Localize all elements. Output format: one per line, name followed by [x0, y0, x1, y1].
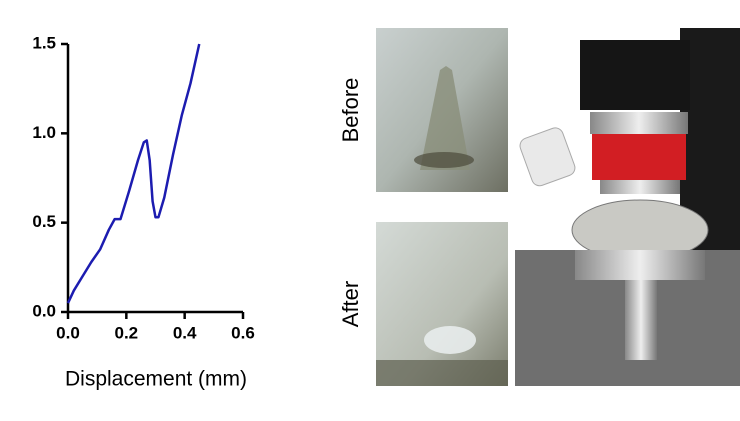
x-tick-label: 0.0	[56, 323, 80, 342]
load-cell-bottom	[600, 180, 680, 194]
red-ring	[592, 134, 686, 180]
x-tick-label: 0.4	[173, 323, 197, 342]
y-tick-label: 1.0	[32, 123, 56, 142]
after-photo	[376, 222, 508, 386]
before-label: Before	[338, 78, 363, 143]
x-tick-label: 0.6	[231, 323, 255, 342]
load-cell-top	[590, 112, 688, 134]
top-block	[580, 40, 690, 110]
stage	[575, 250, 705, 280]
y-tick-label: 0.0	[32, 301, 56, 320]
needle-shape	[420, 66, 470, 170]
camera	[519, 127, 576, 187]
y-tick-label: 0.5	[32, 212, 56, 231]
y-tick-label: 1.5	[32, 33, 56, 52]
after-base	[376, 360, 508, 386]
needle-base	[414, 152, 474, 168]
data-line	[66, 43, 201, 304]
x-tick-label: 0.2	[115, 323, 139, 342]
post	[625, 280, 657, 360]
debris	[424, 326, 476, 354]
x-axis-title: Displacement (mm)	[65, 368, 247, 391]
after-label: After	[338, 281, 363, 327]
